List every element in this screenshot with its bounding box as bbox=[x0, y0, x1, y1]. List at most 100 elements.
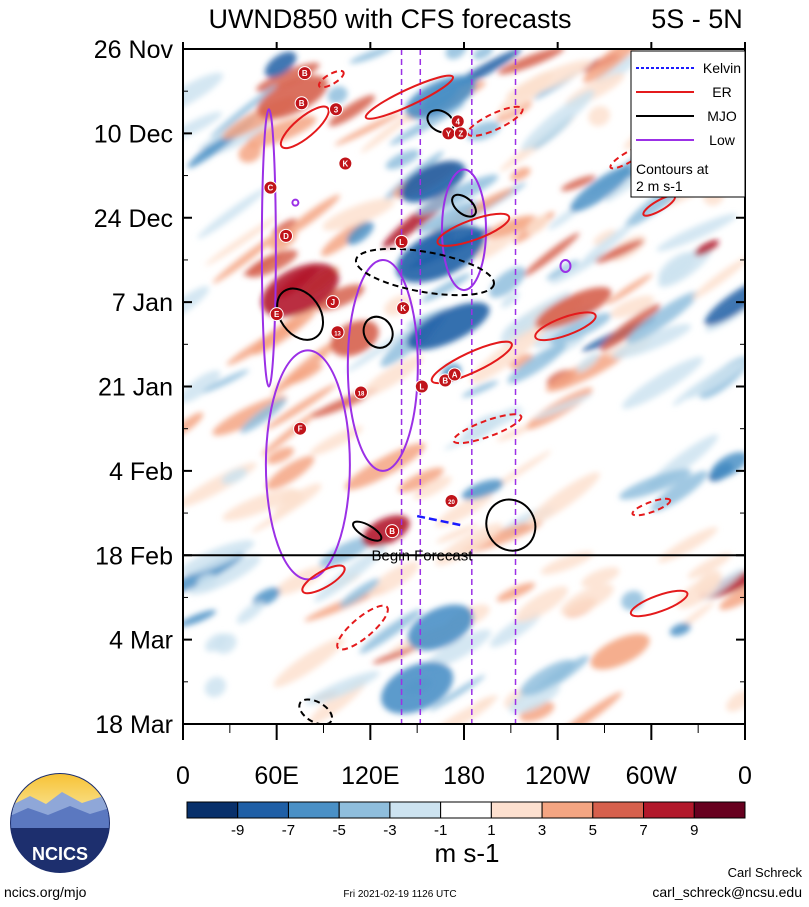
storm-marker: C bbox=[263, 180, 278, 195]
begin-forecast-label: Begin Forecast bbox=[372, 547, 474, 564]
er-contour bbox=[430, 340, 513, 385]
er-contour bbox=[279, 105, 330, 150]
anomaly-cell bbox=[658, 251, 695, 283]
anomaly-core bbox=[256, 75, 328, 119]
anomaly-cell bbox=[183, 412, 204, 437]
storm-symbol bbox=[328, 102, 343, 117]
anomaly-cell bbox=[546, 349, 628, 392]
storm-symbol bbox=[338, 156, 353, 171]
x-tick-label: 120W bbox=[525, 762, 591, 790]
anomaly-cell bbox=[251, 308, 317, 355]
anomaly-core bbox=[407, 604, 474, 651]
anomaly-cell bbox=[183, 540, 255, 575]
anomaly-cell bbox=[560, 175, 596, 192]
anomaly-cell bbox=[669, 622, 691, 637]
storm-symbol bbox=[414, 379, 429, 394]
anomaly-cell bbox=[305, 671, 380, 705]
anomaly-cell bbox=[319, 536, 373, 568]
anomaly-cell bbox=[183, 370, 221, 403]
anomaly-cell bbox=[685, 359, 745, 399]
storm-symbol bbox=[453, 126, 468, 141]
storm-label: 3 bbox=[334, 105, 339, 114]
storm-marker: Z bbox=[453, 126, 468, 141]
anomaly-cell bbox=[435, 492, 493, 528]
storm-label: 4 bbox=[456, 117, 461, 126]
anomaly-cell bbox=[626, 291, 699, 344]
anomaly-cell bbox=[406, 307, 452, 328]
storm-label: J bbox=[331, 298, 335, 307]
anomaly-cell bbox=[360, 355, 424, 398]
storm-label: F bbox=[298, 425, 303, 434]
anomaly-cell bbox=[413, 476, 452, 500]
anomaly-cell bbox=[484, 215, 537, 239]
storm-marker: K bbox=[396, 301, 411, 316]
anomaly-cell bbox=[309, 425, 364, 456]
storm-label: 13 bbox=[334, 331, 341, 337]
anomaly-cell bbox=[526, 214, 549, 235]
y-tick-label: 4 Feb bbox=[109, 458, 173, 486]
colorbar-label: -1 bbox=[434, 822, 447, 839]
storm-symbol bbox=[269, 307, 284, 322]
anomaly-cell bbox=[314, 545, 387, 603]
anomaly-cell bbox=[273, 483, 322, 515]
storm-label: B bbox=[442, 376, 448, 385]
anomaly-cell bbox=[196, 573, 217, 591]
anomaly-cell bbox=[606, 273, 653, 305]
colorbar-label: -5 bbox=[333, 822, 346, 839]
storm-marker: D bbox=[279, 228, 294, 243]
colorbar-label: 5 bbox=[589, 822, 597, 839]
anomaly-cell bbox=[509, 353, 534, 369]
y-tick-label: 21 Jan bbox=[98, 374, 173, 402]
anomaly-cell bbox=[261, 410, 319, 456]
anomaly-cell bbox=[507, 342, 567, 384]
storm-marker: K bbox=[338, 156, 353, 171]
colorbar-cell bbox=[592, 801, 645, 819]
anomaly-core bbox=[381, 661, 454, 714]
footer-url: ncics.org/mjo bbox=[4, 884, 87, 900]
anomaly-cell bbox=[278, 194, 341, 241]
storm-label: D bbox=[283, 232, 289, 241]
anomaly-cell bbox=[421, 273, 471, 303]
anomaly-cell bbox=[588, 105, 611, 127]
anomaly-cell bbox=[264, 51, 297, 78]
anomaly-cell bbox=[275, 565, 326, 596]
storm-marker: B bbox=[297, 66, 312, 81]
anomaly-cell bbox=[328, 95, 375, 127]
filtered-contours bbox=[260, 49, 689, 724]
anomaly-cell bbox=[202, 369, 250, 393]
anomaly-cell bbox=[346, 221, 374, 245]
anomaly-cell bbox=[240, 398, 287, 434]
legend-note-2: 2 m s-1 bbox=[636, 178, 683, 194]
colorbar-label: 9 bbox=[690, 822, 698, 839]
anomaly-cell bbox=[519, 701, 555, 722]
anomaly-cell bbox=[359, 609, 422, 654]
storm-symbol bbox=[279, 228, 294, 243]
anomaly-cell bbox=[183, 609, 217, 627]
colorbar-label: -3 bbox=[383, 822, 396, 839]
anomaly-cell bbox=[344, 443, 426, 490]
storm-symbol bbox=[447, 367, 462, 382]
anomaly-cell bbox=[469, 327, 545, 384]
anomaly-cell bbox=[560, 584, 614, 616]
anomaly-cell bbox=[334, 112, 402, 146]
er-contour bbox=[301, 564, 346, 595]
storm-symbol bbox=[385, 524, 400, 539]
y-tick-label: 10 Dec bbox=[94, 120, 173, 148]
anomaly-cell bbox=[658, 527, 718, 563]
anomaly-cell bbox=[600, 303, 661, 352]
storm-marker: A bbox=[447, 367, 462, 382]
anomaly-field bbox=[183, 49, 745, 724]
anomaly-cell bbox=[595, 239, 644, 264]
legend-label: ER bbox=[712, 84, 731, 100]
storm-label: A bbox=[452, 370, 458, 379]
anomaly-cell bbox=[327, 86, 348, 104]
anomaly-cell bbox=[183, 111, 222, 141]
legend-label: Kelvin bbox=[703, 60, 741, 76]
storm-marker: 3 bbox=[328, 102, 343, 117]
ncics-logo: NCICS bbox=[10, 773, 110, 873]
storm-label: L bbox=[399, 238, 404, 247]
legend-label: Low bbox=[709, 132, 736, 148]
storm-marker: L bbox=[394, 234, 409, 249]
y-tick-label: 18 Feb bbox=[95, 542, 173, 570]
storm-symbol bbox=[396, 301, 411, 316]
